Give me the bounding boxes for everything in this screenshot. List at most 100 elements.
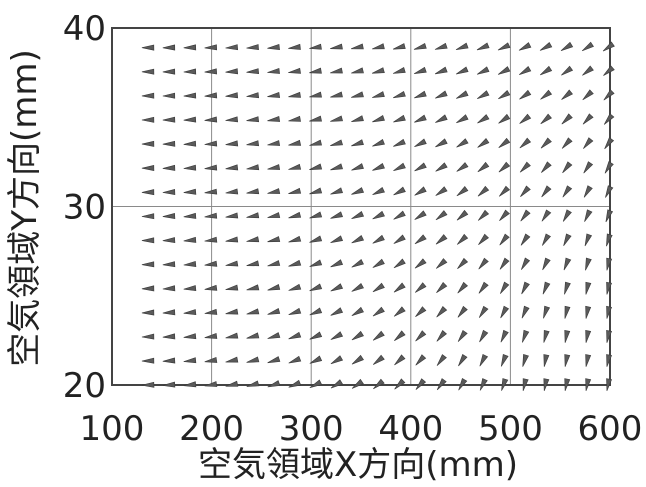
vector-arrow (162, 164, 176, 171)
vector-arrow (351, 378, 364, 389)
vector-arrow (309, 331, 323, 340)
vector-arrow (330, 307, 344, 316)
vector-arrow (563, 257, 572, 271)
vector-arrow (141, 285, 155, 292)
vector-arrow (204, 308, 218, 315)
vector-arrow (246, 260, 260, 267)
vector-arrow (183, 188, 197, 195)
vector-arrow (309, 115, 322, 122)
vector-arrow (309, 283, 323, 292)
vector-arrow (434, 42, 448, 50)
vector-arrow (519, 113, 532, 124)
vector-arrow (436, 354, 447, 366)
vector-arrow (246, 308, 260, 315)
vector-arrow (435, 210, 448, 221)
vector-arrow (246, 164, 260, 171)
vector-arrow (498, 113, 511, 124)
vector-arrow (606, 305, 613, 319)
vector-arrow (309, 139, 322, 146)
vector-arrow (372, 139, 385, 147)
vector-arrow (330, 91, 343, 98)
vector-arrow (392, 43, 406, 50)
x-tick-label: 400 (378, 409, 443, 449)
vector-arrow (309, 307, 323, 316)
vector-arrow (267, 356, 281, 364)
vector-arrow (204, 236, 218, 243)
vector-arrow (478, 305, 489, 318)
vector-arrow (564, 354, 571, 367)
vector-arrow (351, 187, 365, 195)
vector-arrow (561, 113, 573, 125)
vector-arrow (457, 305, 468, 318)
vector-arrow (479, 378, 488, 391)
vector-arrow (583, 161, 594, 174)
vector-arrow (413, 66, 427, 74)
vector-arrow (372, 162, 385, 171)
vector-arrow (141, 116, 155, 123)
vector-arrow (204, 116, 218, 123)
vector-arrow (413, 42, 427, 50)
vector-arrow (606, 233, 613, 247)
vector-arrow (141, 68, 155, 75)
y-tick-label: 20 (63, 366, 106, 406)
vector-arrow (267, 43, 280, 50)
vector-arrow (415, 378, 427, 390)
vector-arrow (225, 164, 239, 171)
vector-arrow (585, 281, 592, 295)
x-tick-label: 600 (578, 409, 643, 449)
vector-arrow (542, 233, 551, 246)
vector-arrow (204, 188, 218, 195)
vector-arrow (351, 67, 364, 74)
vector-arrow (141, 44, 155, 51)
vector-arrow (585, 257, 592, 271)
vector-arrow (204, 164, 218, 171)
vector-arrow (309, 67, 322, 74)
vector-arrow (372, 282, 385, 293)
vector-arrow (351, 235, 365, 244)
vector-arrow (141, 309, 155, 316)
vector-arrow (606, 330, 613, 343)
vector-arrow (288, 67, 301, 74)
vector-arrow (162, 333, 176, 340)
vector-arrow (583, 137, 594, 149)
vector-arrow (434, 66, 448, 75)
vector-arrow (584, 209, 593, 222)
vector-arrow (204, 212, 218, 219)
vector-arrow (581, 41, 594, 52)
vector-arrow (458, 378, 468, 391)
vector-arrow (606, 281, 613, 295)
vector-arrow (267, 188, 281, 194)
vector-arrow (246, 68, 260, 75)
vector-arrow (561, 137, 573, 149)
vector-arrow (561, 89, 573, 100)
vector-arrow (351, 354, 364, 365)
vector-arrow (477, 161, 490, 173)
vector-arrow (393, 210, 406, 220)
vector-arrow (246, 92, 260, 99)
vector-arrow (183, 92, 197, 99)
vector-arrows (141, 41, 615, 392)
vector-arrow (288, 259, 302, 267)
vector-arrow (543, 354, 550, 367)
vector-arrow (330, 139, 343, 146)
vector-arrow (458, 353, 468, 367)
vector-arrow (603, 113, 615, 125)
vector-arrow (393, 90, 406, 99)
vector-arrow (267, 67, 280, 74)
vector-arrow (392, 67, 406, 74)
vector-arrow (330, 331, 344, 340)
vector-arrow (522, 378, 529, 392)
vector-arrow (162, 68, 176, 75)
vector-arrow (246, 116, 260, 123)
vector-arrow (330, 355, 344, 365)
vector-arrow (225, 188, 239, 195)
vector-arrow (288, 163, 302, 170)
vector-arrow (204, 68, 218, 75)
vector-arrow (372, 115, 385, 123)
vector-arrow (330, 259, 344, 268)
vector-arrow (267, 236, 281, 243)
vector-arrow (351, 283, 364, 292)
vector-arrow (393, 138, 406, 147)
vector-arrow (563, 233, 572, 246)
vector-arrow (162, 116, 176, 123)
